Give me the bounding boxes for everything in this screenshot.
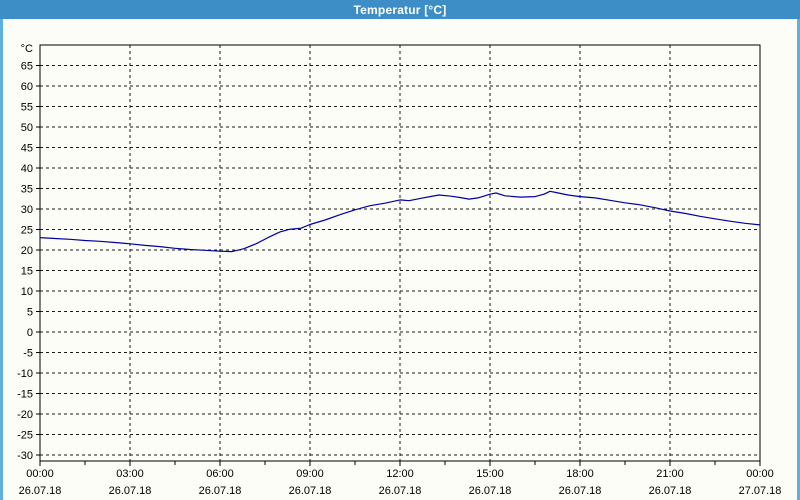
y-tick-label: 35 [21,183,33,195]
y-tick-label: 5 [27,306,33,318]
x-tick-date-label: 26.07.18 [379,485,422,497]
x-tick-time-label: 21:00 [656,468,684,480]
y-tick-label: 25 [21,224,33,236]
y-tick-label: -20 [17,409,33,421]
x-tick-date-label: 26.07.18 [559,485,602,497]
y-tick-label: -5 [23,347,33,359]
y-tick-label: 55 [21,101,33,113]
x-tick-time-label: 06:00 [206,468,234,480]
temperature-line [39,190,761,253]
y-tick-label: 45 [21,142,33,154]
window-titlebar[interactable]: Temperatur [°C] [0,0,800,19]
y-tick-label: 50 [21,122,33,134]
window-title: Temperatur [°C] [353,2,447,17]
x-tick-time-label: 15:00 [476,468,504,480]
y-tick-label: 15 [21,265,33,277]
x-tick-time-label: 00:00 [26,468,54,480]
x-tick-date-label: 26.07.18 [199,485,242,497]
y-axis-unit-label: °C [21,43,33,55]
y-tick-label: 20 [21,245,33,257]
y-tick-label: -30 [17,450,33,462]
temperature-chart: 65605550454035302520151050-5-10-15-20-25… [17,43,782,497]
y-tick-label: -15 [17,388,33,400]
y-tick-label: -25 [17,429,33,441]
x-tick-time-label: 03:00 [116,468,144,480]
x-tick-time-label: 09:00 [296,468,324,480]
y-tick-label: 60 [21,81,33,93]
plot-border [39,44,761,462]
x-tick-date-label: 26.07.18 [19,485,62,497]
x-tick-date-label: 26.07.18 [109,485,152,497]
x-tick-date-label: 26.07.18 [649,485,692,497]
x-tick-date-label: 26.07.18 [289,485,332,497]
x-tick-time-label: 00:00 [746,468,774,480]
y-tick-label: 30 [21,204,33,216]
y-tick-label: -10 [17,368,33,380]
x-tick-date-label: 26.07.18 [469,485,512,497]
y-tick-label: 40 [21,163,33,175]
y-tick-label: 65 [21,60,33,72]
x-tick-time-label: 12:00 [386,468,414,480]
x-tick-time-label: 18:00 [566,468,594,480]
y-tick-label: 0 [27,327,33,339]
y-tick-label: 10 [21,286,33,298]
chart-area: 65 60 55 50 45 40 35 30 25 20 15 10 5 0 -5 -10 -15 -20 -25… [3,19,797,500]
x-tick-date-label: 27.07.18 [739,485,782,497]
